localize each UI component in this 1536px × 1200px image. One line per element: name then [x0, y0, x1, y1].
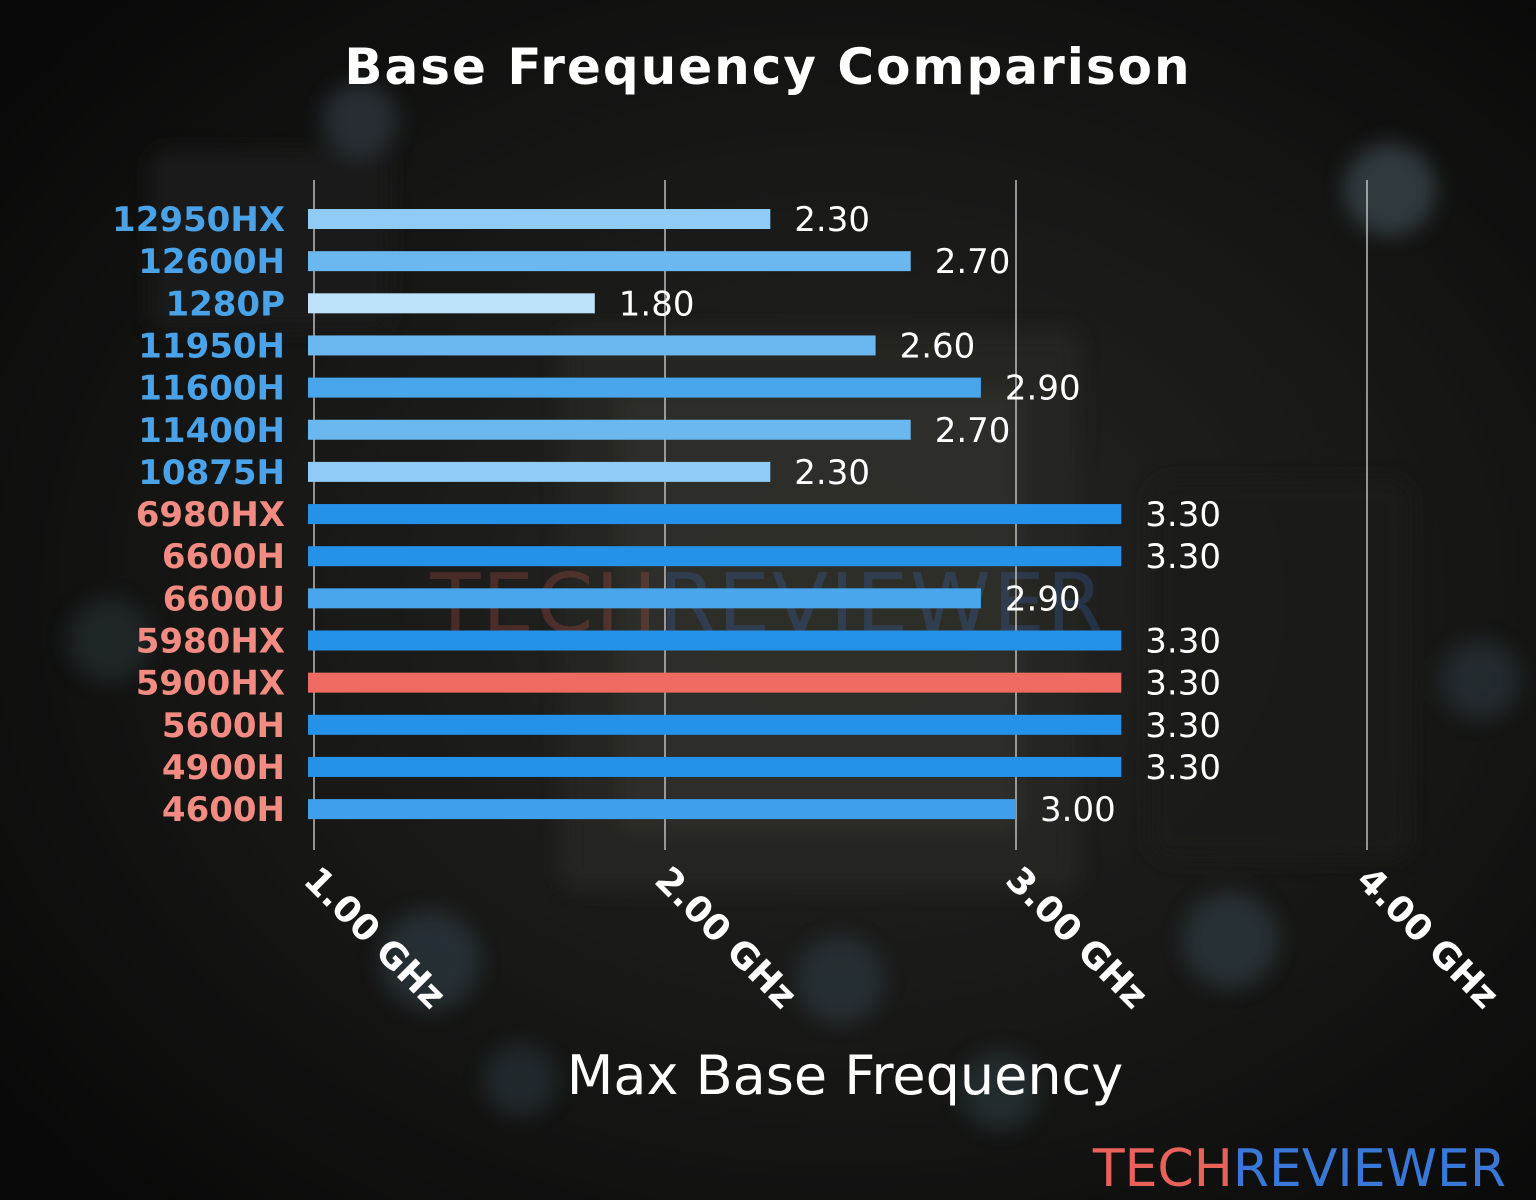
bar-10875H: [308, 461, 771, 482]
value-label-1280P: 1.80: [619, 284, 695, 324]
value-label-5600H: 3.30: [1145, 706, 1221, 746]
value-label-6600U: 2.90: [1005, 579, 1081, 619]
category-labels: 12950HX12600H1280P11950H11600H11400H1087…: [112, 200, 285, 830]
value-label-11400H: 2.70: [935, 411, 1011, 451]
bar-6980HX: [308, 504, 1122, 525]
chart-title: Base Frequency Comparison: [344, 38, 1191, 96]
value-labels: 2.302.701.802.602.902.702.303.303.302.90…: [619, 200, 1221, 830]
category-label-11950H: 11950H: [138, 326, 285, 366]
category-label-5980HX: 5980HX: [136, 622, 285, 662]
category-label-6980HX: 6980HX: [136, 495, 285, 535]
category-label-5900HX: 5900HX: [136, 664, 285, 704]
bar-series: [308, 209, 1122, 820]
value-label-12950HX: 2.30: [794, 200, 870, 240]
category-label-11600H: 11600H: [138, 369, 285, 409]
value-label-6980HX: 3.30: [1145, 495, 1221, 535]
bar-12950HX: [308, 209, 771, 229]
category-label-11400H: 11400H: [138, 411, 285, 451]
bar-5980HX: [308, 630, 1122, 651]
value-label-11950H: 2.60: [900, 326, 976, 366]
value-label-4900H: 3.30: [1145, 748, 1221, 788]
bar-11950H: [308, 335, 876, 356]
value-label-5900HX: 3.30: [1145, 664, 1221, 704]
bar-5600H: [308, 714, 1122, 735]
bar-1280P: [308, 293, 595, 314]
bar-5900HX: [308, 672, 1122, 693]
bar-11400H: [308, 419, 911, 440]
value-label-12600H: 2.70: [935, 242, 1011, 282]
category-label-1280P: 1280P: [165, 284, 285, 324]
value-label-4600H: 3.00: [1040, 790, 1116, 830]
value-label-6600H: 3.30: [1145, 537, 1221, 577]
category-label-12950HX: 12950HX: [112, 200, 285, 240]
bar-11600H: [308, 377, 981, 398]
value-label-5980HX: 3.30: [1145, 622, 1221, 662]
category-label-10875H: 10875H: [138, 453, 285, 493]
bar-4900H: [308, 756, 1122, 777]
bar-6600H: [308, 546, 1122, 567]
bar-12600H: [308, 251, 911, 272]
techreviewer-logo: TECHREVIEWER: [1092, 1139, 1506, 1199]
x-axis-label: Max Base Frequency: [567, 1044, 1123, 1107]
category-label-5600H: 5600H: [162, 706, 285, 746]
category-label-12600H: 12600H: [138, 242, 285, 282]
value-label-10875H: 2.30: [794, 453, 870, 493]
bar-6600U: [308, 588, 981, 609]
category-label-4600H: 4600H: [162, 790, 285, 830]
category-label-6600U: 6600U: [163, 579, 285, 619]
value-label-11600H: 2.90: [1005, 369, 1081, 409]
category-label-6600H: 6600H: [162, 537, 285, 577]
category-label-4900H: 4900H: [162, 748, 285, 788]
bar-4600H: [308, 799, 1016, 820]
